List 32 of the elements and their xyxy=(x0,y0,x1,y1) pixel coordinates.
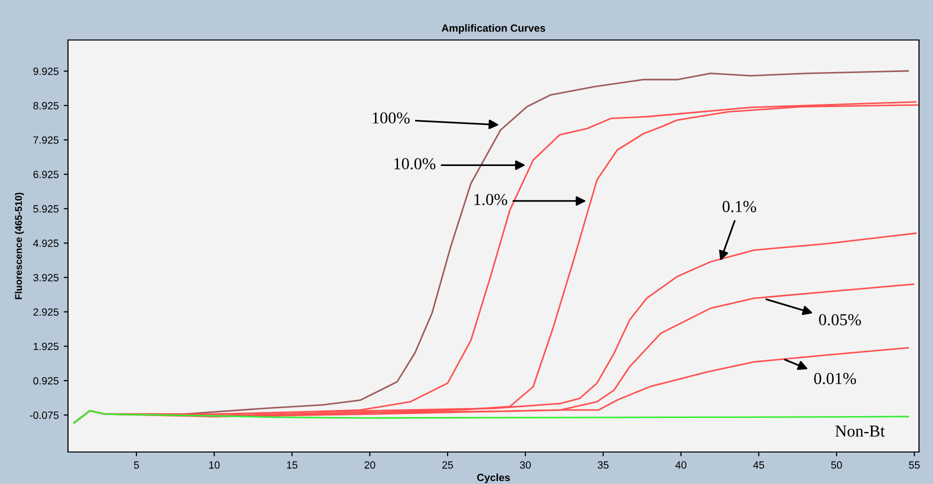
y-tick-label: 5.925 xyxy=(33,205,59,213)
y-axis-title: Fluorescence (465-510) xyxy=(14,192,24,300)
y-tick-label: 8.925 xyxy=(33,102,59,110)
x-axis-title: Cycles xyxy=(477,474,510,484)
y-tick-label: 6.925 xyxy=(33,170,59,178)
annotation: 100% xyxy=(372,112,410,124)
y-tick-label: 2.925 xyxy=(33,308,59,316)
y-tick-label: 7.925 xyxy=(33,136,59,144)
x-tick-label: 15 xyxy=(287,461,298,469)
y-tick-label: 3.925 xyxy=(33,274,59,282)
x-tick-label: 25 xyxy=(442,461,453,469)
y-tick-label: 4.925 xyxy=(33,240,59,247)
x-tick-label: 35 xyxy=(598,461,609,469)
y-tick-label: 0.925 xyxy=(33,377,59,385)
x-tick-label: 45 xyxy=(753,461,764,469)
y-tick-label: 1.925 xyxy=(34,342,59,350)
annotation: 0.1% xyxy=(722,200,756,212)
y-tick-label: -0.075 xyxy=(30,412,59,419)
x-tick-label: 55 xyxy=(908,461,920,469)
chart-title: Amplification Curves xyxy=(442,24,546,34)
x-tick-label: 10 xyxy=(209,461,220,469)
x-tick-label: 40 xyxy=(675,461,686,469)
annotation: 1.0% xyxy=(474,194,508,206)
annotation: 10.0% xyxy=(394,158,436,170)
x-tick-label: 50 xyxy=(831,461,842,469)
x-tick-label: 20 xyxy=(364,461,376,469)
annotation: 0.05% xyxy=(819,314,861,326)
x-tick-label: 30 xyxy=(520,461,531,469)
x-tick-label: 5 xyxy=(134,461,139,469)
annotation: Non-Bt xyxy=(835,426,885,437)
y-tick-label: 9.925 xyxy=(33,68,59,75)
annotation: 0.01% xyxy=(814,372,856,384)
